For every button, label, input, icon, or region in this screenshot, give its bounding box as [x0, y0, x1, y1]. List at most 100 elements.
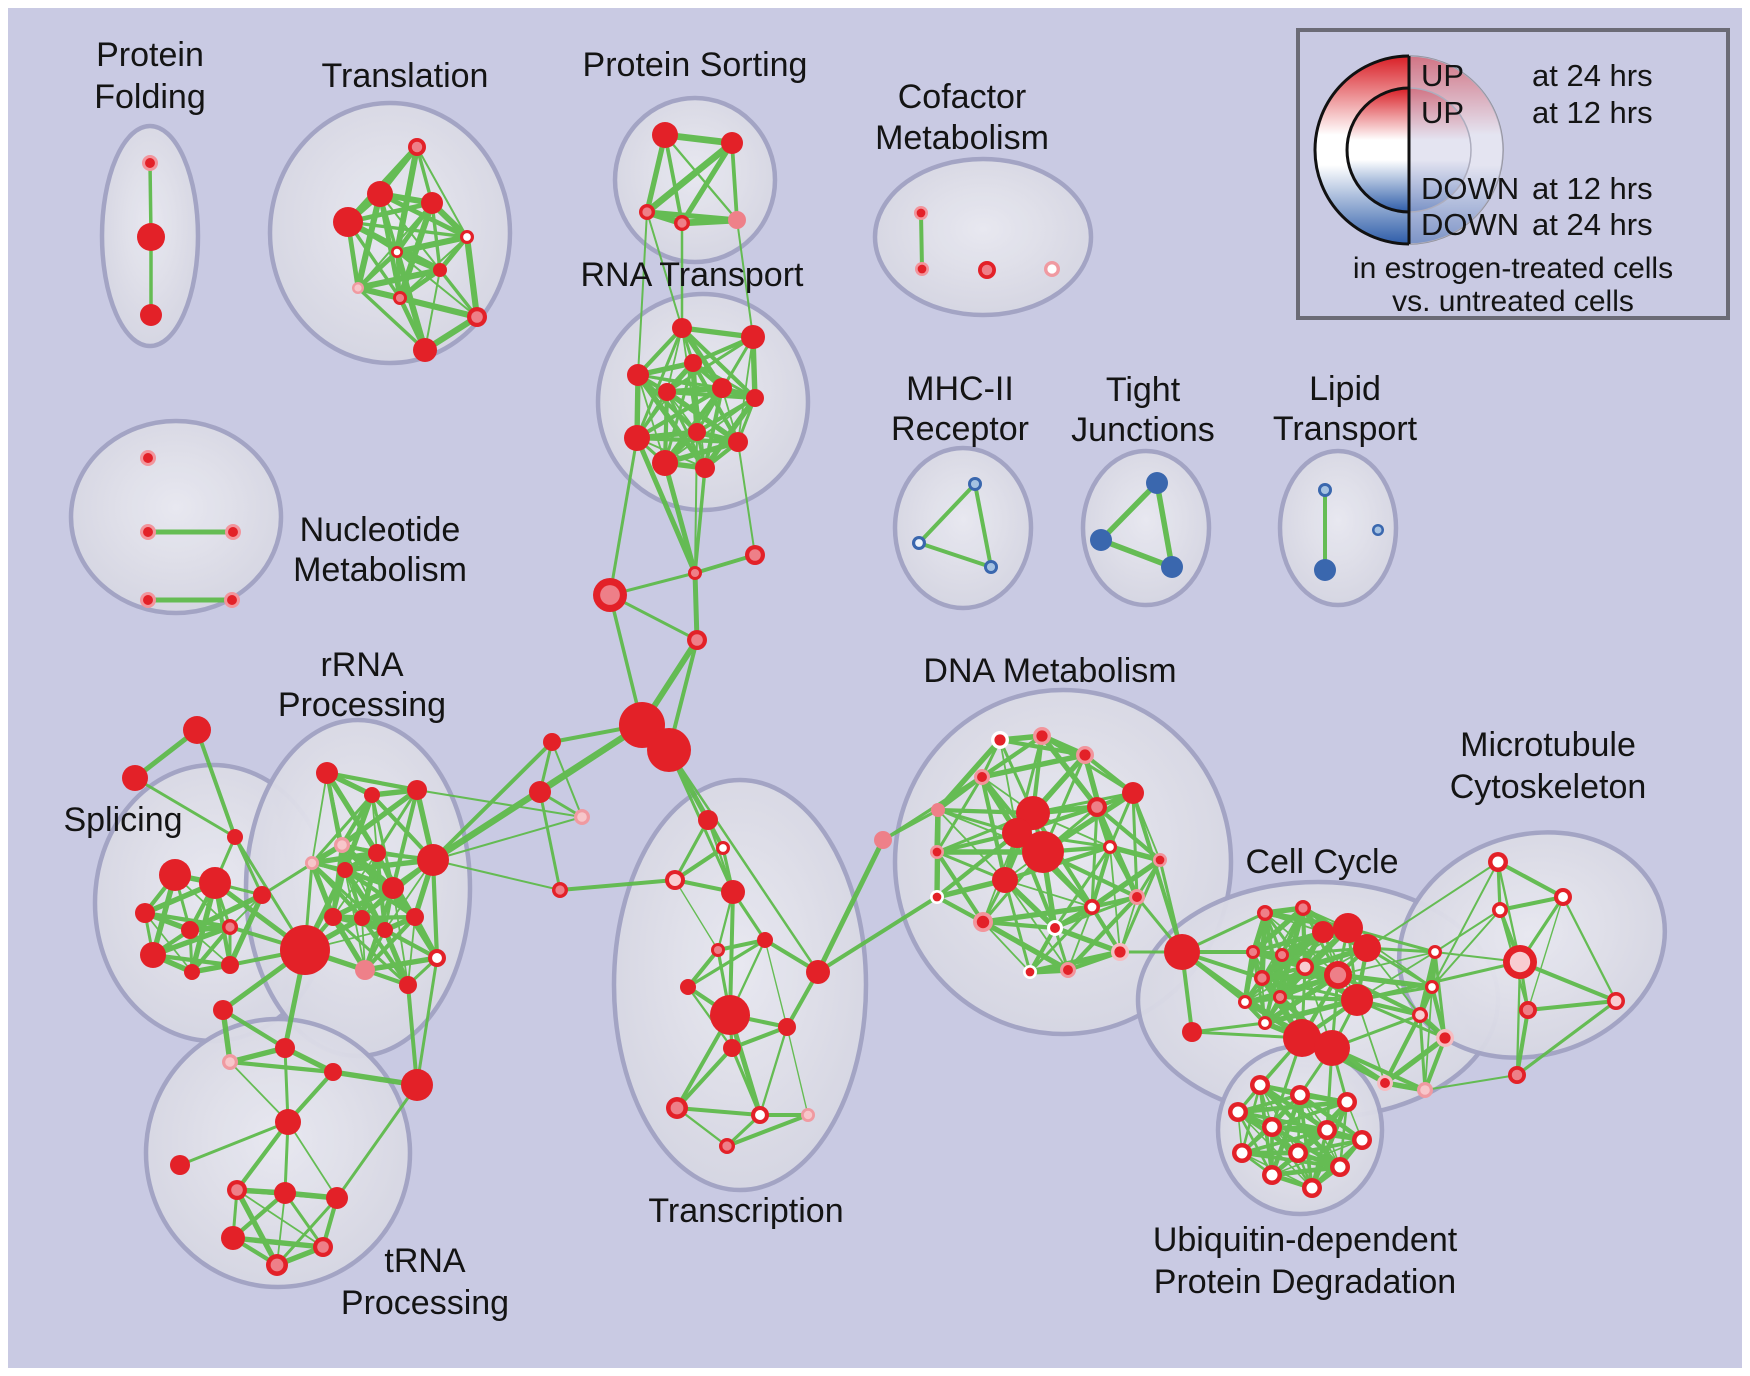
node-st2 [122, 765, 148, 791]
node-cc1 [1257, 905, 1273, 921]
node-tr3 [367, 181, 393, 207]
legend-row-direction-3: DOWN [1421, 207, 1519, 242]
edge-rr5-rr10 [309, 860, 336, 920]
edge-cn1-ts3 [558, 878, 677, 892]
edge-sp5-sp6 [150, 924, 233, 958]
edge-sp5-sp7 [189, 924, 233, 975]
edge-tr5-tr6 [393, 233, 471, 256]
node-mt1 [1488, 852, 1508, 872]
node-sp2 [199, 867, 231, 899]
node-tn9 [326, 1187, 348, 1209]
node-m3 [984, 560, 998, 574]
node-ts7 [711, 943, 725, 957]
edge-dn16-dn18 [1027, 925, 1058, 975]
node-ts11 [666, 1097, 688, 1119]
edge-tn5-rr14 [415, 956, 439, 1087]
node-rt3 [627, 364, 649, 386]
edge-mt6-mt7 [1525, 998, 1619, 1013]
node-cf2 [915, 262, 929, 276]
node-tr8 [352, 282, 364, 294]
edge-tnhub-tn9 [287, 1121, 338, 1199]
node-ub5 [1262, 1117, 1282, 1137]
node-ub1 [1250, 1075, 1270, 1095]
edge-mt2-mt7 [1527, 896, 1564, 1011]
edge-tr7-tr11 [424, 269, 441, 351]
edge-dn13-dn19 [1065, 894, 1140, 973]
node-tshub [710, 995, 750, 1035]
node-cc3 [1246, 945, 1260, 959]
node-hub2 [647, 728, 691, 772]
node-tr10 [467, 307, 487, 327]
edge-cc5-cc12 [1243, 930, 1325, 1004]
edge-dn2-dn4 [979, 733, 1045, 780]
edge-sp4-sp9 [187, 892, 265, 933]
edge-dn9-dn15 [1089, 844, 1113, 910]
legend-row-direction-2: DOWN [1421, 171, 1519, 206]
node-cc9 [1324, 961, 1352, 989]
edge-ch1-ch4 [692, 570, 700, 643]
node-tr1 [408, 138, 426, 156]
edge-dn13-dn17 [1119, 896, 1138, 953]
edge-tr7-tr9 [397, 267, 443, 301]
cluster-label-ub-1: Protein Degradation [1154, 1263, 1456, 1301]
node-rt9 [688, 423, 706, 441]
node-ps4 [674, 215, 690, 231]
node-sp5 [222, 919, 238, 935]
node-dn8 [930, 845, 944, 859]
node-ub6 [1317, 1120, 1337, 1140]
edge-dn14-dn15 [980, 904, 1095, 925]
edge-m2-m3 [917, 541, 993, 569]
cluster-tj [1080, 448, 1212, 608]
edge-tn8-tn12 [276, 1192, 286, 1266]
edge-cc17-cc19 [1382, 1012, 1423, 1086]
node-dnh2 [1002, 818, 1032, 848]
edge-cc20-mt9 [1424, 1074, 1518, 1091]
node-tr2 [333, 207, 363, 237]
edge-tn2-tnhub [229, 1061, 289, 1123]
edge-rr3-rr6 [375, 788, 419, 855]
node-tr9 [393, 291, 407, 305]
cluster-label-rr-0: rRNA [320, 646, 403, 684]
node-ps3 [639, 204, 655, 220]
node-m1 [968, 477, 982, 491]
node-nm5 [224, 592, 240, 608]
node-ub8 [1232, 1143, 1252, 1163]
legend-row-time-0: at 24 hrs [1532, 58, 1653, 93]
node-dnh3 [1022, 831, 1064, 873]
edge-ps5-rt2 [736, 219, 754, 338]
edge-rr10-rr15 [330, 914, 368, 973]
node-rt1 [672, 318, 692, 338]
node-dn5 [1122, 782, 1144, 804]
edge-cc6-cc10 [1261, 927, 1349, 979]
node-nm1 [140, 450, 156, 466]
node-ub9 [1288, 1143, 1308, 1163]
edge-tr1-tr5 [416, 146, 468, 238]
node-tn3 [275, 1038, 295, 1058]
legend-footer-1: vs. untreated cells [1392, 285, 1634, 318]
edge-cn1-ch6 [538, 790, 562, 892]
cluster-label-ts-0: Transcription [648, 1192, 843, 1230]
cluster-label-lt-0: Lipid [1309, 370, 1381, 408]
edge-mt7-mt9 [1514, 1007, 1531, 1078]
edge-dn10-dn15 [1089, 857, 1163, 910]
edge-mt1-mt2 [1495, 859, 1566, 900]
edge-tn8-tn11 [283, 1191, 325, 1249]
node-ch2 [745, 545, 765, 565]
node-tn1 [213, 1000, 233, 1020]
edge-tr9-tr10 [396, 294, 481, 321]
node-pf1 [142, 155, 158, 171]
edge-dn11-dn15 [1004, 879, 1093, 908]
edge-rr13-rr17 [407, 916, 416, 986]
node-tnhub [275, 1109, 301, 1135]
node-sp6 [140, 942, 166, 968]
node-dn17 [1111, 943, 1129, 961]
edge-cc9-cc15 [1337, 951, 1436, 976]
node-ps5 [728, 211, 746, 229]
edge-ps2-ps3 [643, 139, 736, 216]
edge-rt12-ch1 [693, 466, 707, 575]
edge-dn14-dn19 [980, 919, 1071, 973]
edge-rr12-rr17 [382, 927, 411, 988]
cluster-label-mh-1: Receptor [891, 410, 1029, 448]
node-dn3 [1076, 746, 1094, 764]
node-dn19 [1060, 962, 1076, 978]
